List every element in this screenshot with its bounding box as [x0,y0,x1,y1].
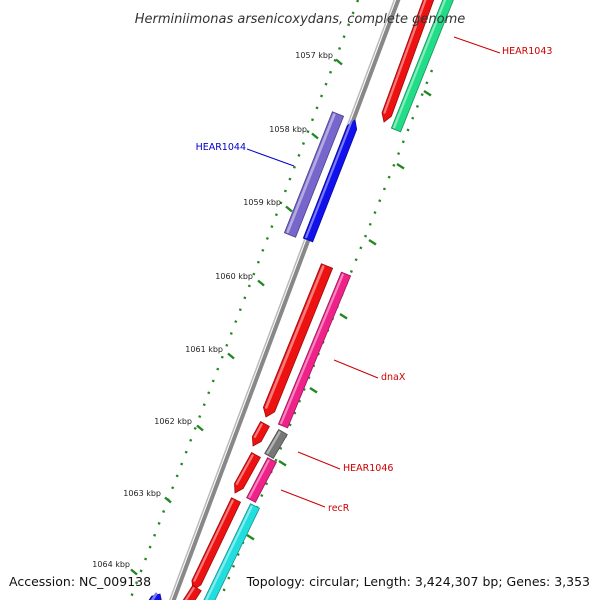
cds-feature-blue-bottom[interactable] [145,592,162,600]
major-tick-1063 [164,496,172,504]
cds-feature-cyan[interactable] [203,503,261,600]
major-tick-1060 [257,279,265,287]
gene-label: dnaX [381,372,406,383]
cds-feature-green-1[interactable] [390,0,456,133]
map-title: Herminiimonas arsenicoxydans, complete g… [135,12,465,27]
tick-label-1063: 1063 kbp [123,489,161,498]
tick-label-1064: 1064 kbp [92,560,130,569]
major-tick-1061 [227,352,235,360]
tick-label-1057: 1057 kbp [295,51,333,60]
gene-callout-hear1046[interactable]: HEAR1046 [297,451,393,474]
cds-feature-small-red[interactable] [251,421,270,447]
cds-feature-hear1043[interactable] [381,0,437,123]
cds-feature-hear1044[interactable] [302,119,358,243]
callouts: HEAR1043 HEAR1044 dnaX HEAR1046 recR [196,36,552,514]
tick-label-1062: 1062 kbp [154,417,192,426]
tick-label-1058: 1058 kbp [269,125,307,134]
genome-backbone [171,0,401,600]
cds-feature-purple[interactable] [283,111,345,238]
callout-line [246,148,295,167]
callout-line [453,36,501,54]
gene-callout-recr[interactable]: recR [280,489,350,514]
tick-labels: 1057 kbp 1058 kbp 1059 kbp 1060 kbp 1061 kbp… [92,51,333,569]
callout-line [280,489,326,508]
cds-feature-recr[interactable] [246,457,277,503]
inner-major-tick [339,312,348,320]
tick-dots-outer [128,0,360,600]
backbone-layer [168,0,401,600]
gene-label: HEAR1046 [343,463,393,474]
cds-feature-red-4[interactable] [191,497,242,591]
major-tick-1058 [311,132,319,140]
major-tick-1064 [130,568,138,576]
gene-callout-hear1043[interactable]: HEAR1043 [453,36,552,57]
genome-backbone-highlight [168,0,396,600]
cds-feature-red-5[interactable] [182,584,202,600]
topology-text: Topology: circular; Length: 3,424,307 bp… [246,574,590,589]
gene-label: HEAR1043 [502,46,552,57]
gene-label: HEAR1044 [196,142,246,153]
accession-text: Accession: NC_009138 [9,574,152,589]
tick-label-1061: 1061 kbp [185,345,223,354]
inner-major-tick [368,238,377,246]
major-tick-1059 [285,205,293,213]
inner-major-tick [423,89,432,97]
features-layer [145,0,456,600]
callout-line [297,451,341,470]
inner-major-tick [309,386,318,394]
tick-dots [128,0,434,600]
inner-major-tick [278,459,287,467]
major-tick-1062 [196,424,204,432]
tick-marks [130,58,432,576]
cds-feature-red-3[interactable] [234,452,261,494]
major-tick-1057 [335,58,343,66]
gene-callout-dnax[interactable]: dnaX [333,359,406,383]
cds-feature-dnax[interactable] [277,271,352,429]
tick-label-1060: 1060 kbp [215,272,253,281]
cds-feature-hear1046[interactable] [264,428,288,460]
cds-feature-dnax-red[interactable] [262,263,334,418]
inner-major-tick [246,533,255,541]
inner-major-tick [396,162,405,170]
gene-callout-hear1044[interactable]: HEAR1044 [196,142,295,167]
gene-label: recR [328,503,350,514]
callout-line [333,359,379,379]
tick-label-1059: 1059 kbp [243,198,281,207]
